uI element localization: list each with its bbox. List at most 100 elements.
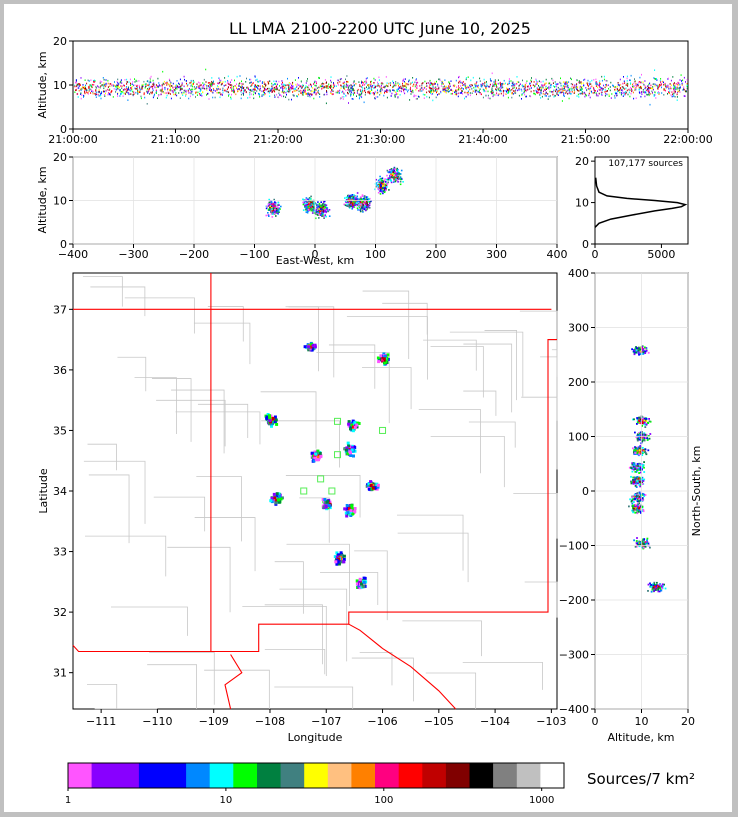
- altitude-time-source: [560, 77, 561, 80]
- altitude-time-source: [227, 86, 229, 89]
- altitude-ew-source: [386, 182, 389, 185]
- altitude-time-source: [307, 93, 309, 96]
- ns-altitude-source: [644, 436, 647, 438]
- plan-view-source: [367, 482, 371, 486]
- altitude-time-source: [373, 84, 375, 87]
- altitude-time-source: [586, 89, 588, 91]
- altitude-time-source: [307, 86, 309, 89]
- county-line: [124, 297, 195, 334]
- altitude-time-source: [209, 83, 211, 86]
- altitude-time-source: [342, 98, 344, 100]
- altitude-time-source: [376, 85, 378, 87]
- altitude-time-source: [172, 82, 174, 85]
- altitude-time-source: [513, 85, 515, 87]
- altitude-ew-source: [349, 196, 351, 199]
- altitude-time-source: [121, 87, 123, 89]
- altitude-ew-source: [318, 217, 320, 219]
- altitude-time-source: [599, 86, 601, 89]
- altitude-time-source: [678, 90, 680, 93]
- altitude-time-source: [614, 91, 616, 94]
- altitude-time-source: [349, 85, 351, 87]
- altitude-time-source: [433, 90, 435, 92]
- altitude-time-source: [526, 80, 528, 82]
- altitude-time-source: [482, 82, 484, 85]
- altitude-time-source: [548, 88, 550, 90]
- altitude-time-source: [492, 89, 494, 92]
- altitude-time-source: [429, 87, 431, 90]
- altitude-ew-source: [377, 185, 380, 187]
- altitude-time-source: [283, 92, 285, 94]
- altitude-time-source: [195, 92, 197, 94]
- altitude-ew-source: [390, 168, 393, 170]
- altitude-time-source: [636, 83, 638, 86]
- county-line: [519, 310, 558, 376]
- county-line: [86, 683, 118, 709]
- altitude-time-source: [179, 89, 181, 92]
- altitude-ew-source: [277, 201, 280, 204]
- altitude-time-source: [84, 90, 86, 93]
- ns-altitude-source: [639, 437, 642, 439]
- altitude-time-source: [134, 81, 136, 83]
- ns-altitude-source: [639, 422, 641, 424]
- altitude-time-source: [272, 87, 274, 90]
- altitude-time-source: [235, 93, 237, 96]
- altitude-time-source: [128, 92, 130, 94]
- altitude-time-source: [434, 87, 436, 89]
- altitude-time-source: [591, 85, 593, 88]
- altitude-time-source: [642, 82, 644, 84]
- ns-altitude-source: [648, 420, 651, 423]
- altitude-time-source: [162, 70, 164, 73]
- altitude-time-source: [150, 75, 152, 78]
- altitude-time-source: [595, 85, 597, 87]
- ns-altitude-source: [641, 476, 644, 479]
- altitude-ew-source: [352, 206, 354, 209]
- altitude-time-source: [470, 85, 472, 88]
- altitude-time-source: [278, 89, 280, 92]
- altitude-time-source: [679, 79, 681, 81]
- altitude-ew-source: [350, 205, 353, 208]
- altitude-ew-source: [360, 201, 362, 204]
- altitude-ew-source: [377, 191, 380, 194]
- altitude-time-source: [544, 83, 546, 85]
- altitude-time-source: [377, 83, 379, 85]
- altitude-ew-source: [377, 179, 380, 182]
- altitude-time-source: [535, 89, 537, 92]
- altitude-time-source: [254, 87, 256, 89]
- altitude-time-source: [427, 82, 429, 84]
- ns-altitude-source: [641, 425, 643, 427]
- altitude-time-source: [212, 81, 214, 84]
- altitude-ew-source: [394, 176, 397, 178]
- altitude-time-source: [565, 85, 567, 88]
- altitude-time-source: [220, 79, 222, 82]
- altitude-time-source: [464, 85, 466, 88]
- altitude-time-source: [523, 88, 525, 90]
- ns-altitude-source: [637, 352, 640, 354]
- altitude-time-source: [202, 84, 204, 87]
- ns-altitude-source: [641, 499, 644, 501]
- altitude-time-source: [275, 83, 277, 85]
- altitude-time-source: [512, 93, 514, 95]
- ns-altitude-source: [642, 352, 645, 355]
- altitude-time-source: [441, 80, 443, 83]
- altitude-time-source: [569, 88, 571, 91]
- altitude-time-source: [74, 91, 76, 93]
- altitude-time-source: [161, 87, 163, 89]
- altitude-time-source: [227, 91, 229, 93]
- altitude-ew-source: [312, 208, 314, 211]
- altitude-time-source: [200, 90, 201, 92]
- altitude-time-source: [315, 93, 317, 96]
- plan-view-source: [353, 425, 357, 429]
- plan-view-source: [349, 425, 353, 429]
- altitude-time-source: [313, 88, 315, 91]
- altitude-time-source: [225, 90, 227, 92]
- altitude-time-source: [580, 82, 582, 85]
- altitude-time-source: [557, 89, 559, 92]
- altitude-ew-source: [380, 185, 382, 187]
- plan-view-source: [376, 483, 380, 487]
- altitude-time-source: [82, 86, 84, 89]
- altitude-time-source: [210, 90, 212, 92]
- ns-altitude-source: [631, 348, 633, 351]
- altitude-time-source: [166, 84, 168, 86]
- altitude-time-source: [192, 93, 194, 96]
- altitude-time-source: [674, 96, 676, 98]
